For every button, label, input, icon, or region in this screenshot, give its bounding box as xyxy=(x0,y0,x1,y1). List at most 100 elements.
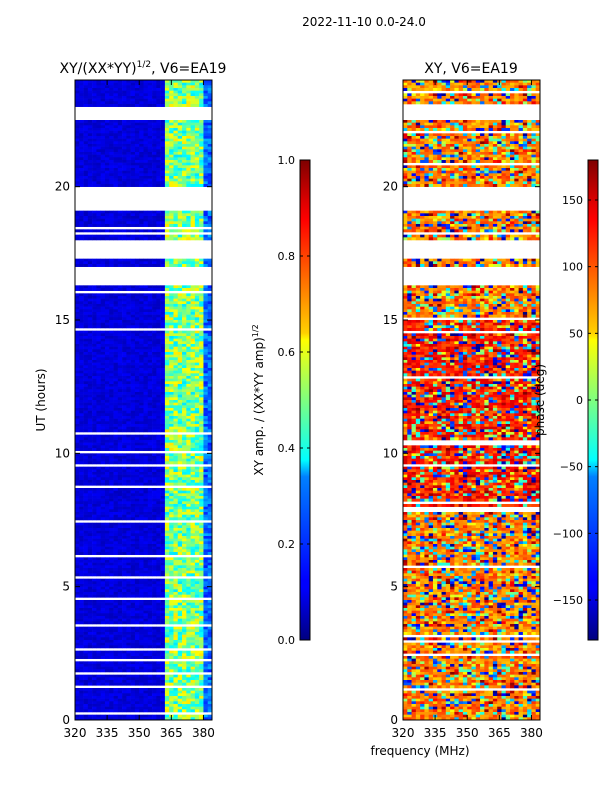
amplitude-cell-4829 xyxy=(199,584,204,587)
amplitude-cell-3096 xyxy=(177,421,183,425)
amplitude-cell-2586 xyxy=(186,378,191,382)
amplitude-cell-1445 xyxy=(96,261,101,265)
amplitude-cell-3447 xyxy=(173,456,179,459)
amplitude-cell-4491 xyxy=(122,552,127,555)
amplitude-cell-1036 xyxy=(126,178,131,182)
amplitude-cell-4143 xyxy=(139,522,144,526)
amplitude-cell-1871 xyxy=(139,317,144,321)
amplitude-cell-342 xyxy=(169,120,174,123)
amplitude-cell-2394 xyxy=(186,362,191,366)
amplitude-cell-799 xyxy=(207,157,212,161)
amplitude-cell-2111 xyxy=(207,338,212,342)
amplitude-cell-744 xyxy=(109,154,114,158)
amplitude-cell-386 xyxy=(83,125,89,129)
amplitude-cell-1995 xyxy=(122,330,127,334)
amplitude-cell-1900 xyxy=(126,320,131,323)
amplitude-cell-1733 xyxy=(96,306,101,310)
amplitude-cell-3210 xyxy=(117,434,123,438)
amplitude-cell-4972 xyxy=(126,600,131,603)
amplitude-cell-1532 xyxy=(194,285,200,289)
amplitude-cell-3262 xyxy=(203,437,209,441)
amplitude-cell-1 xyxy=(79,80,84,83)
amplitude-cell-1158 xyxy=(100,213,106,217)
amplitude-cell-4388 xyxy=(92,544,97,547)
amplitude-cell-1086 xyxy=(203,181,209,185)
amplitude-cell-2943 xyxy=(207,408,212,411)
amplitude-cell-1331 xyxy=(156,229,161,233)
amplitude-cell-3340 xyxy=(126,445,131,449)
amplitude-cell-4154 xyxy=(186,522,191,526)
amplitude-cell-3660 xyxy=(126,477,131,481)
amplitude-cell-3295 xyxy=(207,440,212,443)
amplitude-cell-644 xyxy=(92,146,97,150)
amplitude-cell-1367 xyxy=(173,234,179,238)
amplitude-cell-3806 xyxy=(203,490,209,494)
amplitude-cell-3734 xyxy=(169,482,174,486)
amplitude-cell-509 xyxy=(199,133,204,137)
amplitude-cell-249 xyxy=(182,98,187,102)
amplitude-cell-4841 xyxy=(113,586,119,590)
amplitude-cell-4530 xyxy=(152,557,157,561)
amplitude-cell-2896 xyxy=(143,405,149,409)
amplitude-cell-3837 xyxy=(199,493,204,497)
amplitude-cell-4882 xyxy=(152,589,157,593)
amplitude-cell-1085 xyxy=(199,181,204,185)
amplitude-cell-417 xyxy=(79,128,84,131)
amplitude-cell-2993 xyxy=(147,413,153,417)
amplitude-cell-1199 xyxy=(139,216,144,219)
amplitude-cell-4608 xyxy=(75,565,80,569)
amplitude-cell-4337 xyxy=(147,538,153,542)
amplitude-cell-3999 xyxy=(207,506,212,510)
amplitude-cell-1077 xyxy=(164,181,170,185)
amplitude-cell-318 xyxy=(203,104,209,107)
amplitude-cell-2654 xyxy=(203,384,209,387)
amplitude-cell-2058 xyxy=(117,336,123,339)
amplitude-cell-34 xyxy=(83,82,89,86)
amplitude-cell-992 xyxy=(75,176,80,179)
amplitude-cell-3417 xyxy=(182,453,187,457)
amplitude-cell-3032 xyxy=(177,416,183,419)
amplitude-cell-219 xyxy=(190,96,196,99)
amplitude-cell-4754 xyxy=(152,578,157,582)
amplitude-cell-1758 xyxy=(203,306,209,310)
amplitude-cell-3039 xyxy=(207,416,212,419)
amplitude-cell-325 xyxy=(96,120,101,123)
amplitude-cell-781 xyxy=(130,157,136,161)
amplitude-cell-294 xyxy=(100,104,106,107)
amplitude-cell-116 xyxy=(160,88,166,91)
amplitude-cell-1711 xyxy=(139,304,144,307)
amplitude-cell-3125 xyxy=(164,424,170,427)
amplitude-cell-1011 xyxy=(156,176,161,179)
amplitude-cell-3646 xyxy=(203,474,209,478)
amplitude-cell-177 xyxy=(147,93,153,97)
amplitude-cell-459 xyxy=(122,130,127,134)
amplitude-cell-1147 xyxy=(190,210,196,214)
amplitude-cell-361 xyxy=(113,122,119,126)
amplitude-cell-1881 xyxy=(182,317,187,321)
amplitude-cell-4448 xyxy=(75,549,80,553)
amplitude-cell-2168 xyxy=(177,344,183,347)
amplitude-cell-1208 xyxy=(177,216,183,219)
amplitude-cell-4353 xyxy=(79,541,84,545)
amplitude-cell-4970 xyxy=(117,600,123,603)
amplitude-cell-2262 xyxy=(169,352,174,355)
amplitude-cell-1811 xyxy=(156,312,161,315)
amplitude-cell-902 xyxy=(100,168,106,171)
amplitude-cell-335 xyxy=(139,120,144,123)
amplitude-cell-2059 xyxy=(122,336,127,339)
amplitude-cell-1120 xyxy=(75,210,80,214)
amplitude-cell-4789 xyxy=(164,581,170,585)
amplitude-cell-416 xyxy=(75,128,80,131)
amplitude-cell-260 xyxy=(92,101,97,105)
amplitude-cell-2420 xyxy=(160,365,166,369)
amplitude-cell-4803 xyxy=(87,584,93,587)
amplitude-cell-3558 xyxy=(100,469,106,473)
amplitude-cell-4286 xyxy=(203,533,209,537)
amplitude-cell-2838 xyxy=(169,400,174,403)
amplitude-cell-1006 xyxy=(134,176,140,179)
amplitude-cell-2781 xyxy=(199,394,204,398)
amplitude-cell-3772 xyxy=(194,488,200,491)
amplitude-cell-3387 xyxy=(190,448,196,451)
amplitude-cell-472 xyxy=(177,130,183,134)
